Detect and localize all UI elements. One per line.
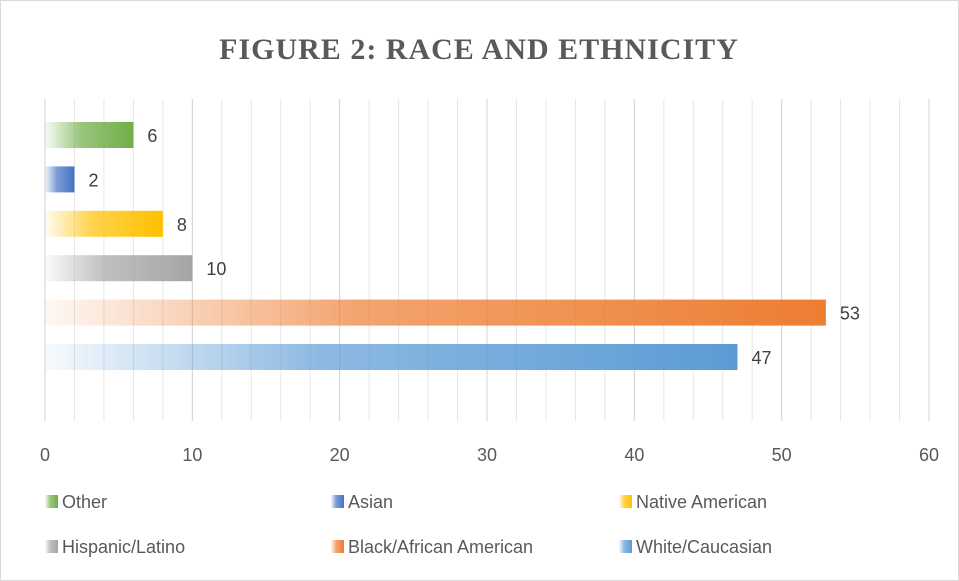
legend-label: Hispanic/Latino	[62, 537, 185, 557]
x-tick-label: 20	[330, 445, 350, 465]
legend-swatch	[331, 540, 344, 553]
legend-label: Other	[62, 492, 107, 512]
legend-item-hispanic-latino: Hispanic/Latino	[45, 537, 185, 557]
x-tick-label: 40	[624, 445, 644, 465]
data-label-white-caucasian: 47	[751, 348, 771, 368]
bar-other	[45, 122, 134, 148]
bar-black-african-american	[45, 299, 826, 326]
x-tick-label: 30	[477, 445, 497, 465]
x-axis-ticks: 0 10 20 30 40 50 60	[40, 445, 939, 465]
legend-label: Black/African American	[348, 537, 533, 557]
data-label-native-american: 8	[177, 215, 187, 235]
chart-title: FIGURE 2: RACE AND ETHNICITY	[219, 33, 739, 66]
legend-label: Asian	[348, 492, 393, 512]
legend-label: Native American	[636, 492, 767, 512]
bars: 47 53 10 8 2 6	[45, 122, 860, 370]
legend-label: White/Caucasian	[636, 537, 772, 557]
bar-asian	[45, 166, 75, 193]
data-label-hispanic-latino: 10	[206, 259, 226, 279]
data-label-other: 6	[147, 126, 157, 146]
bar-white-caucasian	[45, 344, 738, 370]
legend-swatch	[619, 540, 632, 553]
x-tick-label: 10	[182, 445, 202, 465]
legend-swatch	[45, 495, 58, 508]
legend: Other Asian Native American Hispanic/Latino…	[45, 492, 772, 557]
legend-item-asian: Asian	[331, 492, 393, 512]
legend-swatch	[619, 495, 632, 508]
legend-item-white-caucasian: White/Caucasian	[619, 537, 772, 557]
bar-native-american	[45, 210, 163, 237]
legend-swatch	[331, 495, 344, 508]
x-tick-label: 0	[40, 445, 50, 465]
bar-hispanic-latino	[45, 255, 193, 282]
legend-swatch	[45, 540, 58, 553]
data-label-black-african-american: 53	[840, 304, 860, 324]
legend-item-black-african-american: Black/African American	[331, 537, 533, 557]
legend-item-native-american: Native American	[619, 492, 767, 512]
x-tick-label: 60	[919, 445, 939, 465]
x-tick-label: 50	[772, 445, 792, 465]
legend-item-other: Other	[45, 492, 107, 512]
data-label-asian: 2	[88, 170, 98, 190]
